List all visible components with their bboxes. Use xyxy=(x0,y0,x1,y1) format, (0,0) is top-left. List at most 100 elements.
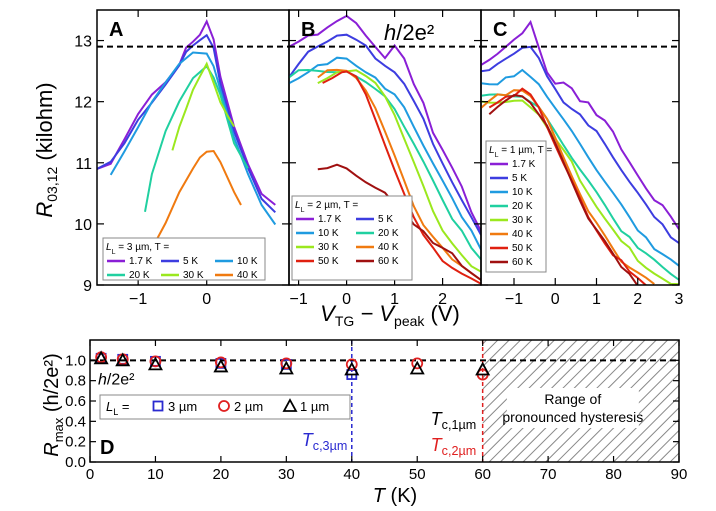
xtick-label-d: 50 xyxy=(409,466,426,483)
point-circle xyxy=(280,357,293,370)
xtick-label-d: 0 xyxy=(86,466,94,483)
legend-label: 30 K xyxy=(318,242,339,253)
top-xlabel: VTG − Vpeak (V) xyxy=(320,301,460,329)
ytick-label: 9 xyxy=(83,278,92,295)
legend-label: 50 K xyxy=(512,243,533,254)
ytick-label-d: 0.8 xyxy=(65,373,86,390)
legend-label: 5 K xyxy=(378,214,393,225)
hatched-label-bg xyxy=(506,388,639,428)
panel-label-d: D xyxy=(100,437,114,459)
hatched-label-line2: pronounced hysteresis xyxy=(502,409,643,425)
point-triangle xyxy=(147,356,163,371)
legend-label: 30 K xyxy=(183,270,204,281)
xtick-label-d: 30 xyxy=(278,466,295,483)
xtick-label-d: 80 xyxy=(605,466,622,483)
legend-label: 50 K xyxy=(318,256,339,267)
point-circle xyxy=(411,357,424,370)
reference-label-d: h/2e² xyxy=(98,371,135,388)
panel-d: Range of pronounced hysteresis h/2e² Tc,3µm… xyxy=(65,339,688,483)
legend-label: 10 K xyxy=(512,187,533,198)
legend-title-a: LL = 3 µm, T = xyxy=(106,242,169,256)
series-b-5K xyxy=(289,33,481,236)
legend-d-label: 3 µm xyxy=(168,399,197,414)
legend-d-label: 1 µm xyxy=(300,399,329,414)
tc-label: Tc,2µm xyxy=(431,435,477,458)
series-a-17K xyxy=(97,18,276,206)
xtick-label-a: 0 xyxy=(202,291,211,308)
xtick-label-c: −1 xyxy=(505,291,523,308)
xtick-label-d: 90 xyxy=(671,466,688,483)
legend-d-marker xyxy=(218,400,230,412)
ytick-label: 13 xyxy=(74,34,92,51)
series-a-20K xyxy=(144,64,249,212)
legend-label: 60 K xyxy=(378,256,399,267)
point-circle xyxy=(214,356,227,369)
legend-label: 10 K xyxy=(318,228,339,239)
panel-label-c: C xyxy=(493,19,507,41)
xtick-label-c: 3 xyxy=(675,291,684,308)
legend-d-marker xyxy=(152,400,164,412)
panel-c-frame: −1 0 1 2 3 C LL = 1 µm, T =1.7 K 5 K 10 K 20 K 30 … xyxy=(480,9,684,308)
series-b-50K xyxy=(322,70,481,285)
xtick-label-b: 2 xyxy=(438,291,447,308)
legend-label: 60 K xyxy=(512,257,533,268)
xtick-label-c: 1 xyxy=(592,291,601,308)
bottom-xlabel: T (K) xyxy=(373,485,417,507)
legend-label: 20 K xyxy=(378,228,399,239)
series-b-10K xyxy=(289,56,481,250)
legend-label: 5 K xyxy=(512,173,527,184)
point-triangle xyxy=(409,360,425,375)
panel-a-frame: −1 0 9 10 11 12 13 A LL = 3 µm, T =1.7 K 5 K 10 K 2… xyxy=(74,9,290,308)
legend-box-b xyxy=(291,195,413,281)
legend-label: 10 K xyxy=(237,256,258,267)
point-triangle xyxy=(213,358,229,373)
legend-label: 1.7 K xyxy=(318,214,342,225)
panel-d-plot: Range of pronounced hysteresis h/2e² Tc,3µm… xyxy=(65,339,688,483)
legend-title-b: LL = 2 µm, T = xyxy=(295,200,358,214)
xtick-label-d: 60 xyxy=(474,466,491,483)
legend-label: 1.7 K xyxy=(129,256,153,267)
panel-c-plot xyxy=(481,19,679,285)
series-a-10K xyxy=(109,51,277,226)
panel-c: −1 0 1 2 3 C LL = 1 µm, T =1.7 K 5 K 10 K 20 K 30 … xyxy=(480,9,684,308)
xtick-label-b: −1 xyxy=(289,291,307,308)
series-a-30K xyxy=(171,61,235,151)
top-ylabel: R03,12 (kilohm) xyxy=(32,82,60,217)
ytick-label-d: 1.0 xyxy=(65,352,86,369)
xtick-label-d: 10 xyxy=(147,466,164,483)
legend-label: 30 K xyxy=(512,215,533,226)
panel-a: −1 0 9 10 11 12 13 A LL = 3 µm, T =1.7 K 5 K 10 K 2… xyxy=(74,9,290,308)
panel-label-b: B xyxy=(301,19,315,41)
legend-d-box xyxy=(99,394,351,420)
point-triangle xyxy=(278,360,294,375)
xtick-label-d: 20 xyxy=(213,466,230,483)
ytick-label-d: 0.6 xyxy=(65,393,86,410)
annotation-h2e2: h/2e² xyxy=(384,20,434,45)
legend-title-c: LL = 1 µm, T = xyxy=(489,145,552,159)
ytick-label: 11 xyxy=(75,156,92,173)
ytick-label: 12 xyxy=(74,95,92,112)
xtick-label-d: 70 xyxy=(540,466,557,483)
legend-label: 20 K xyxy=(512,201,533,212)
point-circle xyxy=(149,355,162,368)
bottom-ylabel: Rmax (h/2e²) xyxy=(41,353,66,456)
series-a-40K xyxy=(151,149,242,250)
legend-label: 40 K xyxy=(378,242,399,253)
xtick-label-b: 0 xyxy=(342,291,351,308)
xtick-label-a: −1 xyxy=(129,291,147,308)
hatched-label-line1: Range of xyxy=(544,391,601,407)
legend-c: LL = 1 µm, T =1.7 K 5 K 10 K 20 K 30 K 40 K 50… xyxy=(485,140,552,273)
series-c-60K xyxy=(488,94,639,285)
legend-a: LL = 3 µm, T =1.7 K 5 K 10 K 20 K 30 K 40 K xyxy=(102,237,266,281)
series-b-17K xyxy=(289,14,481,232)
legend-d-marker xyxy=(282,398,298,412)
ytick-label-d: 0.0 xyxy=(65,454,86,471)
legend-box-a xyxy=(102,237,266,281)
legend-b: LL = 2 µm, T =1.7 K 5 K 10 K 20 K 30 K 40 K 50… xyxy=(291,195,413,281)
tc-label: Tc,3µm xyxy=(302,430,348,453)
series-c-10K xyxy=(481,68,679,267)
tc-label: Tc,1µm xyxy=(431,409,477,432)
point-circle xyxy=(345,358,358,371)
legend-label: 1.7 K xyxy=(512,159,536,170)
xtick-label-c: 0 xyxy=(551,291,560,308)
